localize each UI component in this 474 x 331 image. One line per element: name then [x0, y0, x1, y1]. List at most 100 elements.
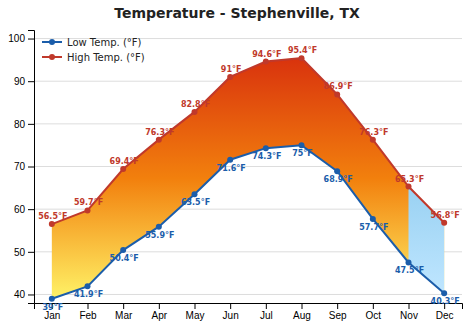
y-tick: 50 [14, 247, 34, 258]
x-tick-label: Jan [44, 310, 60, 321]
y-tick: 70 [14, 161, 34, 172]
x-tick: May [186, 303, 205, 321]
y-axis-line [28, 31, 35, 304]
x-tick-mark [409, 303, 410, 309]
series-point [156, 224, 162, 230]
series-point [406, 184, 412, 190]
legend-item: Low Temp. (°F) [42, 37, 142, 48]
legend-label: High Temp. (°F) [67, 52, 145, 63]
x-tick: Oct [366, 303, 382, 321]
data-label: 94.6°F [252, 50, 281, 59]
y-tick-label: 50 [14, 247, 26, 258]
chart-container: 405060708090100JanFebMarAprMayJunJulAugS… [0, 0, 474, 331]
data-label: 41.9°F [74, 290, 103, 299]
x-tick-mark [88, 303, 89, 309]
x-tick-label: Feb [79, 310, 97, 321]
data-label: 59.7°F [74, 198, 103, 207]
series-point [49, 221, 55, 227]
x-tick: Feb [79, 303, 97, 321]
y-tick-mark [28, 81, 34, 82]
series-point [441, 220, 447, 226]
x-tick: Jun [223, 303, 239, 321]
y-tick-mark [28, 252, 34, 253]
x-tick-label: Oct [366, 310, 382, 321]
series-point [227, 157, 233, 163]
x-tick: Sep [329, 303, 347, 321]
x-tick: Nov [400, 303, 418, 321]
y-tick-mark [28, 209, 34, 210]
series-point [406, 259, 412, 265]
legend: Low Temp. (°F) High Temp. (°F) [42, 37, 145, 63]
x-tick: Apr [152, 303, 168, 321]
x-tick-label: Nov [400, 310, 418, 321]
data-label: 76.3°F [359, 128, 388, 137]
data-labels: 39°F41.9°F50.4°F55.9°F63.5°F71.6°F74.3°F… [38, 46, 460, 312]
data-label: 91°F [221, 65, 242, 74]
x-tick-label: Jun [223, 310, 239, 321]
legend-marker [49, 39, 55, 45]
legend-item: High Temp. (°F) [42, 52, 145, 63]
y-tick: 90 [14, 76, 34, 87]
legend-label: Low Temp. (°F) [67, 37, 142, 48]
x-tick-mark [159, 303, 160, 309]
data-label: 69.4°F [110, 157, 139, 166]
series-point [227, 74, 233, 80]
series-point [370, 137, 376, 143]
y-tick: 40 [14, 289, 34, 300]
series-point [49, 296, 55, 302]
series-line [52, 58, 444, 224]
series-point [120, 166, 126, 172]
x-tick-label: Jul [260, 310, 273, 321]
y-tick-label: 70 [14, 161, 26, 172]
data-label: 86.9°F [324, 82, 353, 91]
data-label: 68.9°F [324, 175, 353, 184]
data-label: 65.3°F [395, 175, 424, 184]
data-label: 57.7°F [359, 223, 388, 232]
data-label: 50.4°F [110, 254, 139, 263]
x-tick-mark [337, 303, 338, 309]
series-point [334, 91, 340, 97]
data-label: 76.3°F [145, 128, 174, 137]
chart: 405060708090100JanFebMarAprMayJunJulAugS… [0, 0, 474, 331]
x-tick-mark [123, 303, 124, 309]
x-tick-label: Dec [436, 310, 454, 321]
series-point [85, 283, 91, 289]
series-point [120, 247, 126, 253]
data-label: 82.8°F [181, 100, 210, 109]
grid-line [34, 166, 462, 167]
data-label: 74.3°F [252, 152, 281, 161]
data-label: 40.3°F [431, 297, 460, 306]
series-point [334, 168, 340, 174]
x-tick: Aug [293, 303, 311, 321]
series-point [441, 290, 447, 296]
data-label: 39°F [43, 303, 64, 312]
data-label: 55.9°F [145, 231, 174, 240]
x-tick-label: May [186, 310, 205, 321]
y-tick-label: 60 [14, 204, 26, 215]
y-tick-label: 100 [8, 33, 25, 44]
data-label: 56.8°F [431, 211, 460, 220]
chart-title: Temperature - Stephenville, TX [114, 5, 360, 21]
y-tick-label: 40 [14, 289, 26, 300]
x-tick-mark [373, 303, 374, 309]
series-point [263, 145, 269, 151]
y-tick-mark [28, 167, 34, 168]
data-label: 47.5°F [395, 266, 424, 275]
data-label: 71.6°F [217, 164, 246, 173]
series-point [192, 191, 198, 197]
y-tick: 60 [14, 204, 34, 215]
series-point [156, 137, 162, 143]
y-tick-mark [28, 124, 34, 125]
x-tick-mark [195, 303, 196, 309]
plot-area [49, 55, 447, 302]
x-tick-mark [302, 303, 303, 309]
data-label: 56.5°F [38, 212, 67, 221]
y-tick-label: 80 [14, 119, 26, 130]
x-axis-line [35, 304, 463, 310]
x-tick-label: Sep [329, 310, 347, 321]
x-tick-label: Apr [152, 310, 168, 321]
y-tick-mark [28, 294, 34, 295]
x-tick: Jul [260, 303, 273, 321]
y-axis: 40 50 60 70 80 90 100 [8, 31, 34, 304]
range-band [52, 58, 444, 299]
